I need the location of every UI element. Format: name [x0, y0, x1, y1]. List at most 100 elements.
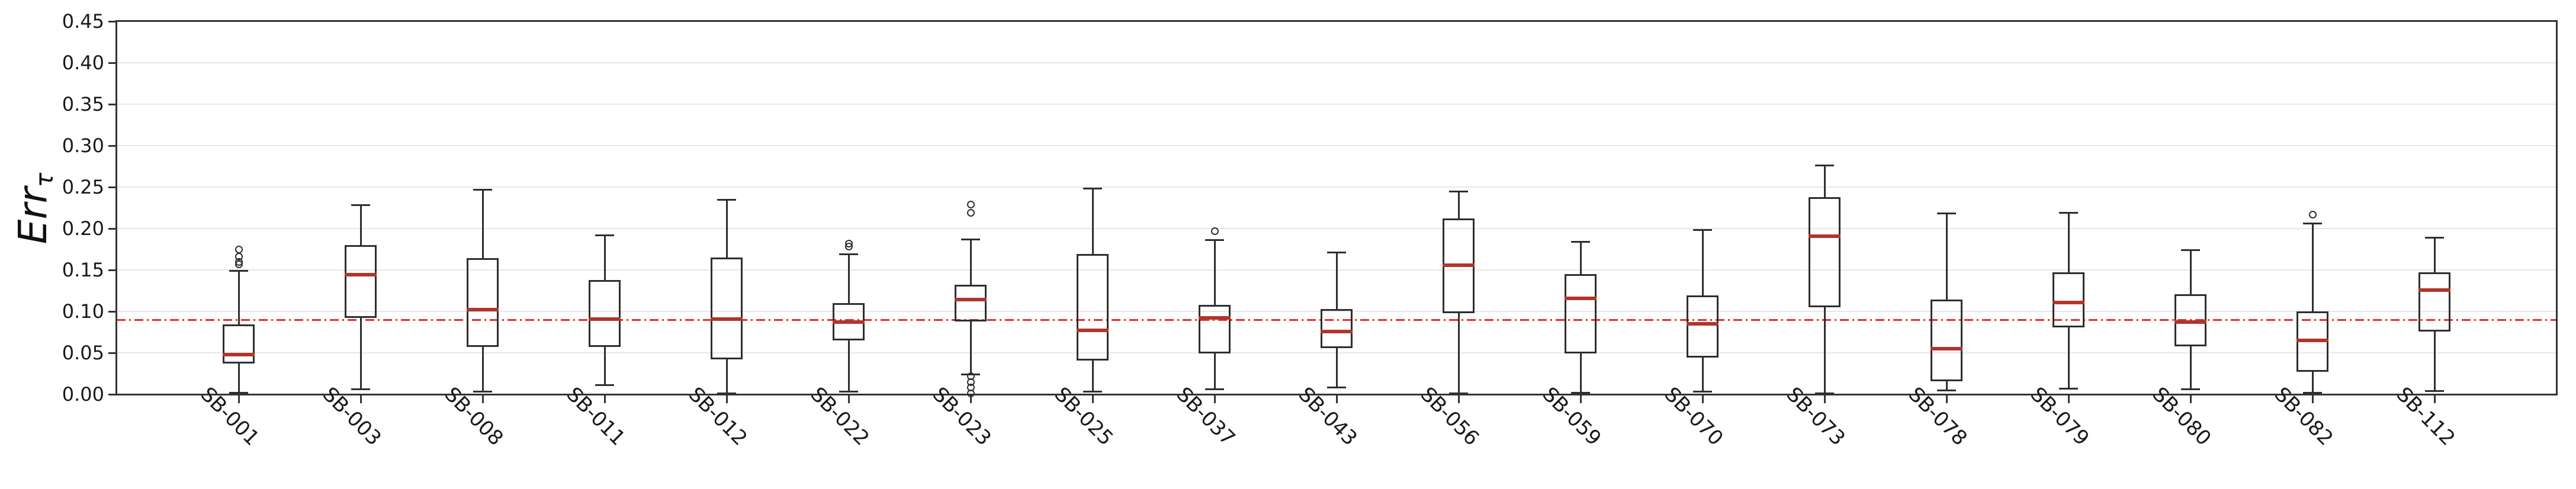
y-tick-mark-0.30	[108, 144, 116, 147]
lower-whisker-cap	[1693, 391, 1712, 393]
lower-whisker-line	[2433, 331, 2436, 391]
outlier-marker-4	[235, 245, 243, 253]
upper-whisker-line	[1701, 230, 1704, 296]
upper-whisker-cap	[1327, 252, 1346, 254]
median-line	[467, 308, 499, 312]
x-tick-mark-SB-073	[1823, 395, 1826, 403]
median-line	[1077, 329, 1109, 333]
lower-whisker-cap	[2059, 387, 2078, 390]
y-tick-mark-0.35	[108, 103, 116, 105]
iqr-box	[1809, 197, 1841, 307]
x-tick-mark-SB-056	[1457, 395, 1460, 403]
iqr-box	[1321, 308, 1353, 348]
gridline-0.35	[117, 104, 2556, 105]
lower-whisker-cap	[1083, 391, 1102, 393]
median-line	[833, 320, 865, 324]
y-tick-mark-0.25	[108, 186, 116, 188]
upper-whisker-cap	[1083, 188, 1102, 190]
lower-whisker-line	[2067, 327, 2070, 389]
median-line	[1321, 329, 1353, 333]
plot-area	[115, 20, 2558, 398]
y-tick-mark-0.40	[108, 62, 116, 64]
lower-whisker-line	[1579, 353, 1582, 393]
lower-whisker-cap	[717, 393, 736, 395]
x-tick-mark-SB-003	[359, 395, 362, 403]
gridline-0.20	[117, 228, 2556, 229]
x-tick-mark-SB-011	[603, 395, 606, 403]
x-axis-line	[117, 394, 2556, 395]
lower-whisker-line	[359, 318, 362, 390]
upper-whisker-line	[237, 271, 240, 325]
lower-whisker-cap	[229, 391, 248, 394]
upper-whisker-line	[725, 200, 728, 258]
iqr-box	[955, 285, 987, 321]
iqr-box	[1565, 274, 1597, 354]
lower-whisker-line	[1945, 381, 1948, 390]
upper-whisker-line	[1823, 165, 1826, 197]
gridline-0.25	[117, 186, 2556, 188]
x-tick-mark-SB-082	[2311, 395, 2314, 403]
upper-whisker-cap	[2303, 223, 2322, 225]
lower-whisker-cap	[2425, 390, 2444, 392]
iqr-box	[345, 245, 377, 319]
lower-whisker-cap	[2181, 388, 2200, 391]
upper-whisker-line	[481, 189, 484, 259]
lower-whisker-line	[481, 347, 484, 392]
lower-whisker-line	[1213, 353, 1216, 390]
lower-whisker-cap	[351, 388, 370, 391]
iqr-box	[1077, 254, 1109, 361]
iqr-box	[1199, 304, 1231, 354]
x-tick-mark-SB-043	[1335, 395, 1338, 403]
iqr-box	[1931, 300, 1962, 381]
iqr-box	[589, 279, 621, 348]
upper-whisker-line	[1091, 188, 1094, 255]
y-tick-mark-0.10	[108, 310, 116, 313]
x-tick-mark-SB-080	[2189, 395, 2192, 403]
median-line	[223, 352, 255, 356]
lower-whisker-cap	[1449, 393, 1468, 395]
lower-whisker-cap	[2303, 391, 2322, 394]
iqr-box	[2174, 294, 2206, 346]
median-line	[2053, 300, 2084, 304]
lower-whisker-line	[725, 359, 728, 394]
upper-whisker-line	[969, 239, 972, 285]
upper-whisker-line	[2189, 250, 2192, 294]
median-line	[345, 273, 377, 277]
upper-whisker-line	[2067, 213, 2070, 273]
upper-whisker-cap	[595, 234, 614, 236]
upper-whisker-cap	[1449, 190, 1468, 192]
outlier-marker-1	[2308, 210, 2317, 218]
median-line	[2418, 288, 2450, 292]
upper-whisker-cap	[2181, 249, 2200, 251]
gridline-0.30	[117, 145, 2556, 146]
upper-whisker-line	[847, 254, 850, 303]
upper-whisker-cap	[2059, 211, 2078, 214]
upper-whisker-line	[1335, 252, 1338, 309]
y-tick-label-0.25: 0.25	[62, 176, 104, 198]
iqr-box	[223, 324, 255, 364]
outlier-marker-1	[1210, 227, 1219, 235]
y-tick-label-0.40: 0.40	[62, 52, 104, 74]
y-tick-label-0.45: 0.45	[62, 10, 104, 33]
upper-whisker-cap	[229, 269, 248, 272]
gridline-0.10	[117, 311, 2556, 312]
upper-whisker-cap	[1815, 165, 1834, 167]
lower-whisker-line	[603, 347, 606, 385]
lower-whisker-cap	[1327, 387, 1346, 389]
x-tick-mark-SB-022	[847, 395, 850, 403]
lower-whisker-cap	[1205, 388, 1224, 391]
lower-whisker-cap	[595, 384, 614, 387]
lower-whisker-line	[1701, 358, 1704, 392]
median-line	[2174, 320, 2206, 324]
x-tick-mark-SB-008	[481, 395, 484, 403]
iqr-box	[2053, 272, 2084, 327]
lower-whisker-line	[237, 363, 240, 393]
left-spine	[115, 20, 117, 395]
upper-whisker-line	[2433, 237, 2436, 273]
lower-whisker-cap	[1571, 391, 1590, 394]
x-tick-mark-SB-023	[969, 395, 972, 403]
lower-whisker-cap	[1815, 393, 1834, 395]
threshold-line	[117, 319, 2556, 321]
x-tick-mark-SB-012	[725, 395, 728, 403]
